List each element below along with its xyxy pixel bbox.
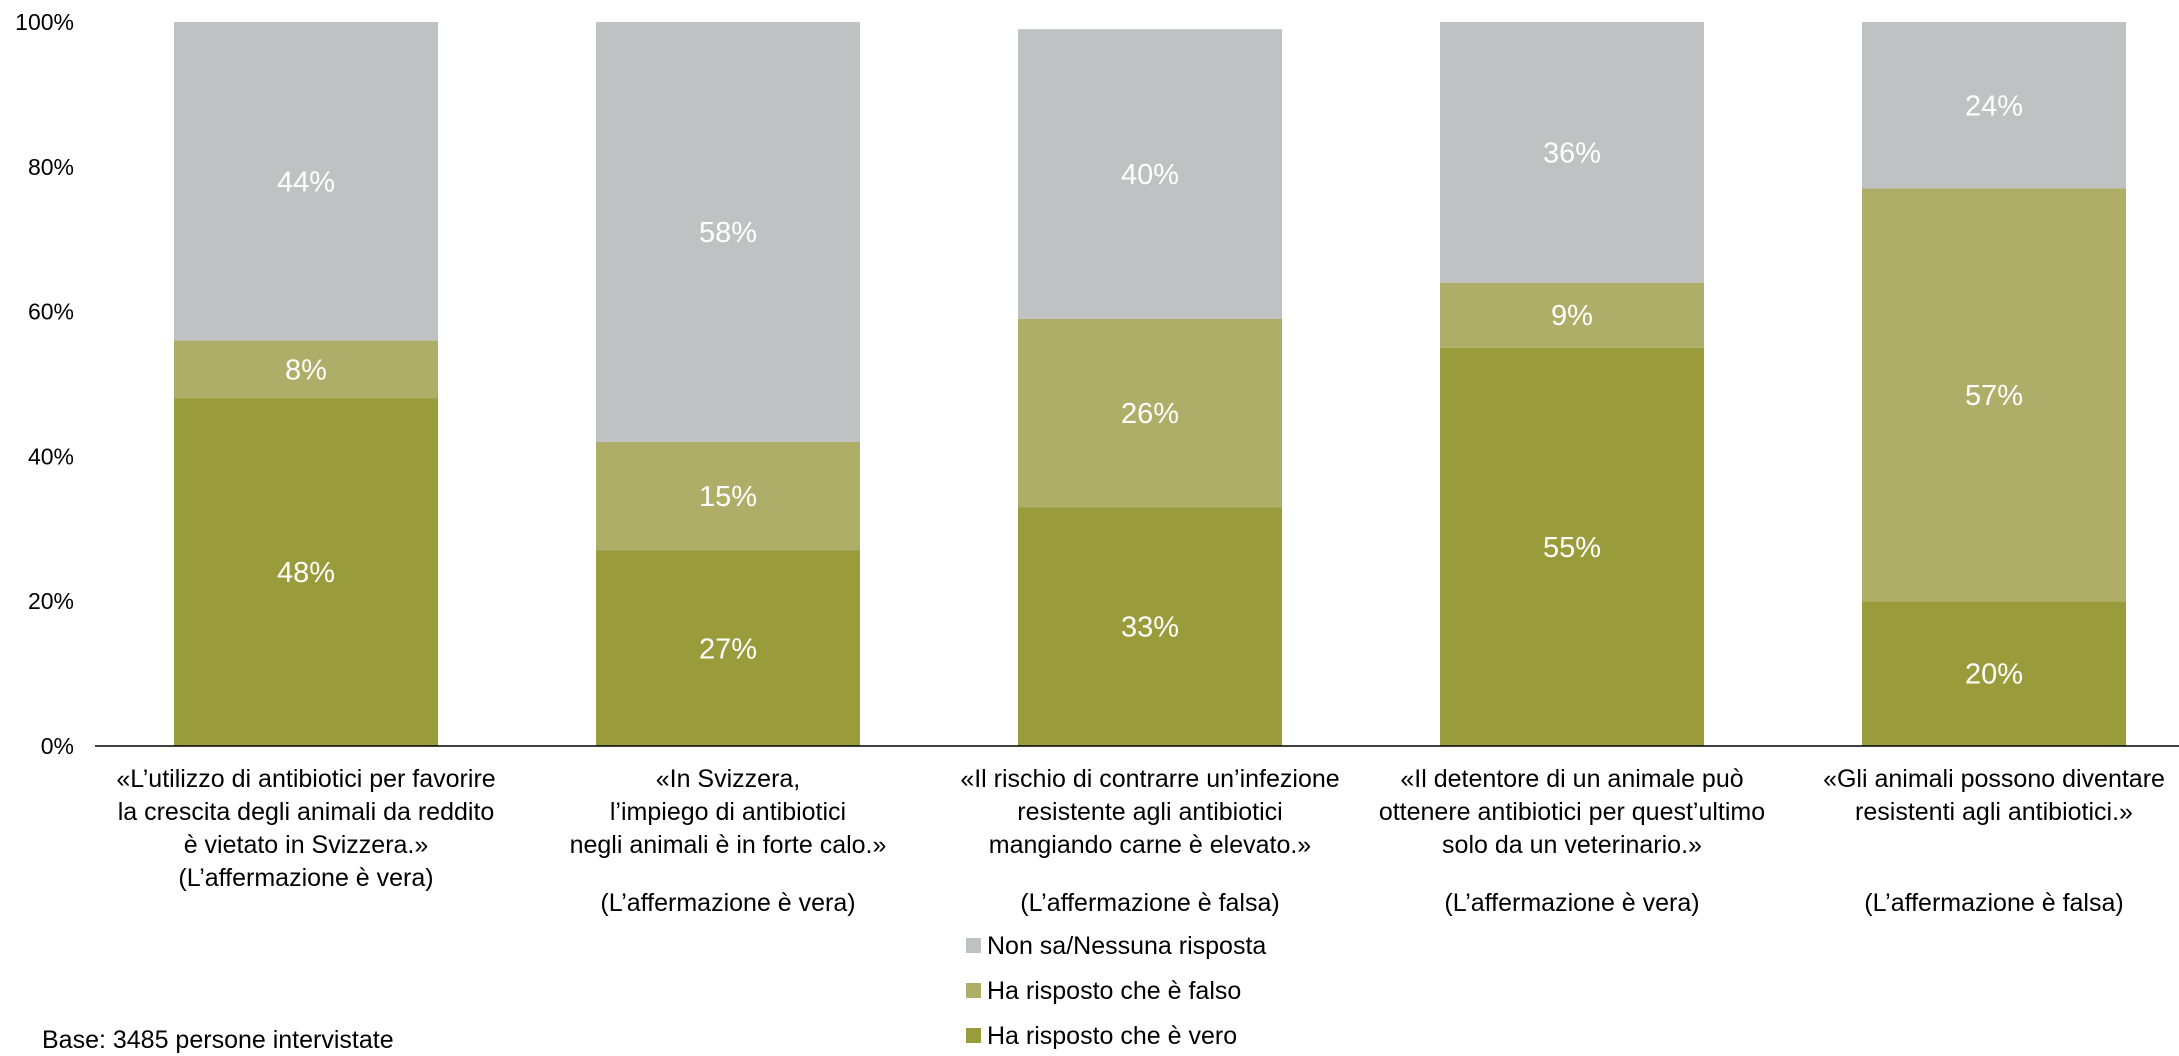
x-category-label: «Il rischio di contrarre un’infezione xyxy=(960,765,1339,793)
x-category-label: «L’utilizzo di antibiotici per favorire xyxy=(116,765,495,793)
y-axis: 0% 20% 40% 60% 80% 100% xyxy=(15,9,74,759)
y-tick-label: 100% xyxy=(15,9,74,35)
bar-segment xyxy=(174,398,438,746)
data-label: 44% xyxy=(277,166,335,198)
x-category-label: solo da un veterinario.» xyxy=(1442,831,1702,859)
data-label: 15% xyxy=(699,481,757,513)
y-tick-label: 80% xyxy=(28,154,74,180)
data-label: 26% xyxy=(1121,398,1179,430)
x-category-label: (L’affermazione è vera) xyxy=(600,889,855,917)
legend-label: Ha risposto che è vero xyxy=(987,1022,1237,1050)
x-category-label: (L’affermazione è falsa) xyxy=(1864,889,2123,917)
legend-swatch xyxy=(966,983,981,998)
legend: Non sa/Nessuna risposta Ha risposto che è… xyxy=(966,932,1266,1050)
y-tick-label: 60% xyxy=(28,299,74,325)
bar-segment xyxy=(1862,188,2126,602)
legend-label: Ha risposto che è falso xyxy=(987,977,1241,1005)
data-label: 40% xyxy=(1121,159,1179,191)
data-label: 33% xyxy=(1121,612,1179,644)
x-category-label: ottenere antibiotici per quest’ultimo xyxy=(1379,798,1765,826)
x-category-label: (L’affermazione è vera) xyxy=(178,864,433,892)
bar-segment xyxy=(1440,347,1704,746)
x-category-label: «In Svizzera, xyxy=(656,765,801,793)
data-label: 48% xyxy=(277,557,335,589)
data-label: 55% xyxy=(1543,532,1601,564)
x-category-label: mangiando carne è elevato.» xyxy=(989,831,1311,859)
bar-segment xyxy=(596,550,860,746)
bar-segment xyxy=(174,22,438,341)
bar-segment xyxy=(1018,507,1282,746)
data-label: 24% xyxy=(1965,90,2023,122)
data-label: 27% xyxy=(699,633,757,665)
data-label: 20% xyxy=(1965,659,2023,691)
y-tick-label: 0% xyxy=(41,733,74,759)
x-category-label: resistente agli antibiotici xyxy=(1017,798,1282,826)
x-category-label: (L’affermazione è vera) xyxy=(1444,889,1699,917)
bar-segment xyxy=(596,22,860,442)
y-tick-label: 40% xyxy=(28,443,74,469)
x-category-label: «Il detentore di un animale può xyxy=(1400,765,1743,793)
data-label: 8% xyxy=(285,355,327,387)
data-label: 57% xyxy=(1965,380,2023,412)
bar-segment xyxy=(1440,282,1704,348)
bar-segment xyxy=(1862,601,2126,746)
x-category-label: resistenti agli antibiotici.» xyxy=(1855,798,2133,826)
bar-segment xyxy=(174,340,438,399)
data-label: 9% xyxy=(1551,300,1593,332)
legend-swatch xyxy=(966,1028,981,1043)
bar-segment xyxy=(1440,22,1704,283)
x-category-label: l’impiego di antibiotici xyxy=(610,798,846,826)
x-category-label: «Gli animali possono diventare xyxy=(1823,765,2165,793)
x-category-label: negli animali è in forte calo.» xyxy=(570,831,887,859)
bar-segment xyxy=(1018,318,1282,508)
y-tick-label: 20% xyxy=(28,588,74,614)
data-label: 58% xyxy=(699,217,757,249)
x-category-label: la crescita degli animali da reddito xyxy=(118,798,495,826)
data-label: 36% xyxy=(1543,137,1601,169)
x-category-label: è vietato in Svizzera.» xyxy=(184,831,429,859)
x-axis-labels: «L’utilizzo di antibiotici per favorire l… xyxy=(116,765,2165,917)
bar-segment xyxy=(1862,22,2126,189)
legend-label: Non sa/Nessuna risposta xyxy=(987,932,1266,960)
footnote: Base: 3485 persone intervistate xyxy=(42,1026,394,1054)
bar-segment xyxy=(1018,29,1282,319)
legend-swatch xyxy=(966,938,981,953)
x-category-label: (L’affermazione è falsa) xyxy=(1020,889,1279,917)
bars: 48% 8% 44% 27% 15% 58% 33% 26% 40% 55% 9% 36% 20% 57%… xyxy=(174,22,2126,746)
bar-segment xyxy=(596,441,860,551)
